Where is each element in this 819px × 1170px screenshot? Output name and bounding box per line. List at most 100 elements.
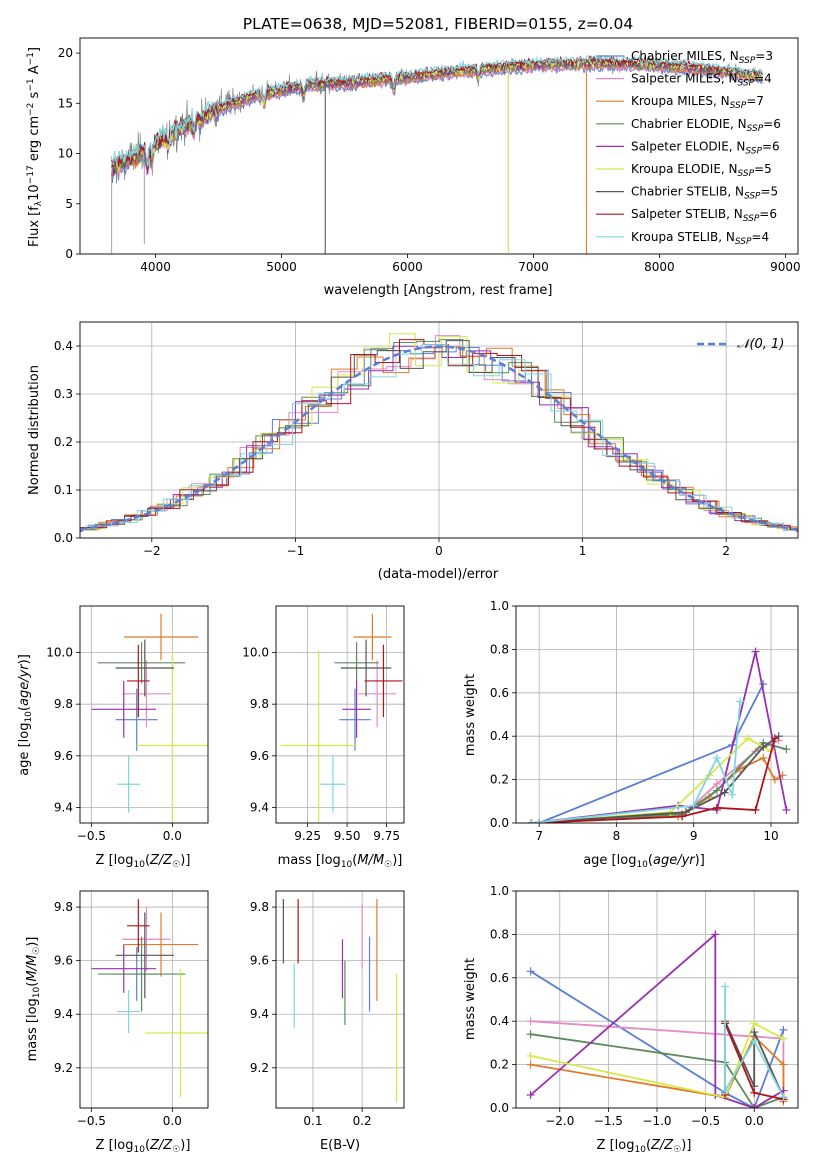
y-tick-label: 9.8 xyxy=(54,697,73,711)
legend-label-kroupa_elodie: Kroupa ELODIE, NSSP=5 xyxy=(631,162,772,179)
age-vs-Z-xlabel: Z [log10(Z/Z☉)] xyxy=(96,853,191,870)
axes-frame xyxy=(515,605,799,824)
y-tick-label: 9.6 xyxy=(54,954,73,968)
x-tick-label: −1.5 xyxy=(594,1114,623,1128)
y-tick-label: 10.0 xyxy=(242,646,269,660)
x-tick-label: −1 xyxy=(287,544,305,558)
axes-frame xyxy=(79,605,209,824)
spectrum-lines xyxy=(111,53,763,254)
x-tick-label: −0.5 xyxy=(77,829,106,843)
spectrum-ylabel: Flux [fλ10−17 erg cm−2 s−1 A−1] xyxy=(26,47,44,247)
axes-frame xyxy=(79,890,209,1109)
weight-vs-age-xlabel: age [log10(age/yr)] xyxy=(583,853,705,870)
y-tick-label: 0.8 xyxy=(490,927,509,941)
y-tick-label: 15 xyxy=(58,96,73,110)
legend-label-kroupa_miles: Kroupa MILES, NSSP=7 xyxy=(631,94,764,111)
mass-vs-Z-panel: −0.5 0.0 9.2 9.4 9.6 9.8 Z [log10(Z/Z☉)] mass… xyxy=(25,890,209,1155)
legend-label-salpeter_miles: Salpeter MILES, NSSP=4 xyxy=(631,72,772,89)
y-tick-label: 0.2 xyxy=(490,773,509,787)
age-vs-mass-panel: 9.25 9.50 9.75 9.4 9.6 9.8 10.0 mass [log10(M/… xyxy=(242,605,405,870)
y-tick-label: 9.4 xyxy=(250,1007,269,1021)
y-tick-label: 1.0 xyxy=(490,599,509,613)
weight_vs_age-lines xyxy=(527,647,791,823)
residuals-ylabel: Normed distribution xyxy=(27,365,42,495)
y-tick-label: 9.8 xyxy=(54,900,73,914)
x-tick-label: 0.0 xyxy=(163,1114,182,1128)
x-tick-label: 7 xyxy=(535,829,543,843)
x-tick-label: 0.0 xyxy=(745,1114,764,1128)
y-tick-label: 20 xyxy=(58,46,73,60)
residuals-legend-label: 𝒩(0, 1) xyxy=(737,337,784,352)
mass-vs-ebv-xlabel: E(B-V) xyxy=(320,1138,360,1153)
residuals-panel: −2 −1 0 1 2 0.0 0.1 0.2 0.3 0.4 (data-model)/erro… xyxy=(27,321,799,582)
age-vs-Z-panel: −0.5 0.0 9.4 9.6 9.8 10.0 Z [log10(Z/Z☉)] age… xyxy=(17,605,209,870)
hist-series-kroupa_stelib xyxy=(80,344,798,531)
x-tick-label: 9.25 xyxy=(294,829,321,843)
age_vs_Z-points xyxy=(91,613,208,823)
x-tick-label: −0.5 xyxy=(77,1114,106,1128)
y-tick-label: 9.6 xyxy=(250,749,269,763)
hist-series-kroupa_elodie xyxy=(80,333,798,530)
axes-frame xyxy=(275,605,405,824)
spectrum-model-kroupa_elodie xyxy=(111,57,763,173)
age_vs_mass-points xyxy=(280,613,403,823)
x-tick-label: 4000 xyxy=(140,260,171,274)
weight-line-chabrier_stelib xyxy=(724,1020,785,1098)
y-tick-label: 1.0 xyxy=(490,884,509,898)
y-tick-label: 0.0 xyxy=(54,531,73,545)
x-tick-label: 10 xyxy=(763,829,778,843)
x-tick-label: 0 xyxy=(435,544,443,558)
y-tick-label: 10 xyxy=(58,147,73,161)
mass_vs_Z-points xyxy=(91,899,208,1098)
weight-vs-age-plot-area: 7 8 9 10 0.0 0.2 0.4 0.6 0.8 1.0 xyxy=(490,599,799,843)
y-tick-label: 0.6 xyxy=(490,971,509,985)
y-tick-label: 9.4 xyxy=(54,1007,73,1021)
x-tick-label: −2 xyxy=(143,544,161,558)
y-tick-label: 9.4 xyxy=(54,801,73,815)
x-tick-label: 1 xyxy=(579,544,587,558)
axes-frame xyxy=(275,890,405,1109)
y-tick-label: 0.8 xyxy=(490,642,509,656)
x-tick-label: 2 xyxy=(722,544,730,558)
y-tick-label: 0.3 xyxy=(54,387,73,401)
y-tick-label: 0.0 xyxy=(490,816,509,830)
weight-line-kroupa_stelib xyxy=(724,986,785,1098)
weight-vs-age-ylabel: mass weight xyxy=(463,674,478,756)
residuals-plot-area: −2 −1 0 1 2 0.0 0.1 0.2 0.3 0.4 xyxy=(54,321,799,558)
spectrum-legend: Chabrier MILES, NSSP=3 Salpeter MILES, NS… xyxy=(596,49,781,247)
x-tick-label: 0.1 xyxy=(303,1114,322,1128)
x-tick-label: 8 xyxy=(613,829,621,843)
weight-vs-Z-panel: −2.0 −1.5 −1.0 −0.5 0.0 0.0 0.2 0.4 0.6 0.8 1.0 Z … xyxy=(463,884,799,1155)
y-tick-label: 0.2 xyxy=(490,1058,509,1072)
x-tick-label: 9000 xyxy=(770,260,801,274)
normal-curve xyxy=(80,345,798,531)
hist-series-salpeter_elodie xyxy=(80,345,798,531)
y-tick-label: 9.6 xyxy=(250,954,269,968)
figure-title: PLATE=0638, MJD=52081, FIBERID=0155, z=0… xyxy=(243,15,633,33)
x-tick-label: 5000 xyxy=(266,260,297,274)
weight-vs-Z-plot-area: −2.0 −1.5 −1.0 −0.5 0.0 0.0 0.2 0.4 0.6 0.8 1.0 xyxy=(490,884,799,1128)
age-vs-mass-plot-area: 9.25 9.50 9.75 9.4 9.6 9.8 10.0 xyxy=(242,605,405,843)
x-tick-label: −0.5 xyxy=(691,1114,720,1128)
weight-vs-Z-ylabel: mass weight xyxy=(463,958,478,1040)
mass-vs-ebv-plot-area: 0.1 0.2 9.2 9.4 9.6 9.8 xyxy=(250,890,405,1128)
spectrum-model-kroupa_miles xyxy=(111,60,763,180)
x-tick-label: 0.0 xyxy=(163,829,182,843)
legend-label-salpeter_stelib: Salpeter STELIB, NSSP=6 xyxy=(631,207,777,224)
y-tick-label: 10.0 xyxy=(46,646,73,660)
mass-vs-Z-xlabel: Z [log10(Z/Z☉)] xyxy=(96,1138,191,1155)
legend-label-chabrier_elodie: Chabrier ELODIE, NSSP=6 xyxy=(631,117,781,134)
x-tick-label: 9 xyxy=(690,829,698,843)
y-tick-label: 0 xyxy=(65,247,73,261)
hist-series-salpeter_stelib xyxy=(80,339,798,532)
y-tick-label: 9.8 xyxy=(250,697,269,711)
age-vs-mass-xlabel: mass [log10(M/M☉)] xyxy=(278,853,403,870)
weight_vs_Z-lines xyxy=(526,930,788,1108)
axes-frame xyxy=(515,890,799,1109)
y-tick-label: 0.1 xyxy=(54,483,73,497)
x-tick-label: 9.50 xyxy=(334,829,361,843)
x-tick-label: 9.75 xyxy=(373,829,400,843)
legend-label-chabrier_stelib: Chabrier STELIB, NSSP=5 xyxy=(631,185,778,202)
y-tick-label: 0.6 xyxy=(490,686,509,700)
